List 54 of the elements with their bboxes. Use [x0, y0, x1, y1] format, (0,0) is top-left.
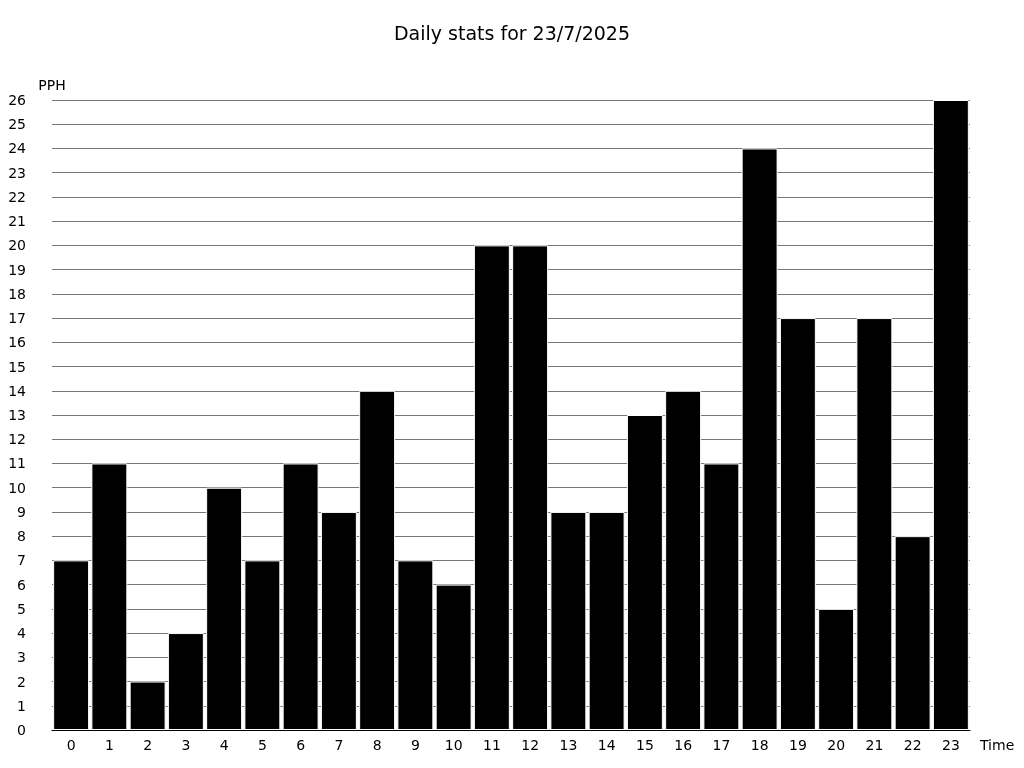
y-tick-label: 6: [17, 576, 27, 593]
y-tick-label: 25: [8, 116, 26, 133]
y-tick-label: 13: [8, 407, 26, 423]
y-tick-label: 12: [8, 431, 26, 448]
x-tick-label: 1: [104, 737, 114, 753]
x-tick-label: 2: [143, 737, 153, 753]
y-tick-label: 14: [8, 382, 27, 399]
y-axis-title: PPH: [38, 77, 66, 93]
y-tick-label: 21: [8, 213, 26, 230]
x-tick-label: 23: [941, 737, 960, 753]
x-tick-label: 17: [712, 737, 731, 753]
y-tick-label: 18: [8, 285, 26, 302]
x-tick-label: 18: [750, 737, 769, 753]
y-tick-label: 7: [17, 552, 26, 569]
x-axis-title: Time: [979, 737, 1015, 753]
x-tick-label: 13: [559, 737, 578, 753]
x-tick-label: 12: [521, 737, 540, 753]
x-tick-label: 16: [674, 737, 693, 753]
x-tick-label: 15: [635, 737, 654, 753]
y-tick-label: 10: [8, 479, 26, 496]
y-tick-label: 0: [17, 722, 26, 738]
x-tick-label: 5: [257, 737, 267, 753]
x-tick-label: 21: [865, 737, 884, 753]
y-tick-label: 9: [17, 503, 26, 520]
x-tick-label: 14: [597, 737, 616, 753]
x-tick-label: 6: [296, 737, 306, 753]
y-tick-label: 11: [8, 455, 26, 472]
x-tick-label: 0: [66, 737, 76, 753]
y-tick-label: 2: [17, 673, 26, 690]
y-tick-label: 1: [17, 697, 26, 714]
x-tick-label: 4: [219, 737, 229, 753]
x-tick-label: 8: [372, 737, 382, 753]
y-tick-label: 17: [8, 310, 26, 327]
x-tick-label: 22: [903, 737, 922, 753]
y-tick-label: 19: [8, 261, 26, 278]
y-tick-label: 26: [8, 92, 27, 108]
y-tick-label: 3: [17, 649, 26, 666]
x-tick-label: 7: [334, 737, 344, 753]
y-tick-label: 4: [17, 625, 27, 642]
y-tick-label: 16: [8, 334, 27, 351]
x-tick-label: 9: [410, 737, 420, 753]
y-tick-label: 8: [17, 528, 26, 545]
x-tick-label: 3: [181, 737, 191, 753]
y-tick-label: 20: [8, 237, 26, 254]
y-tick-label: 24: [8, 140, 27, 157]
x-tick-label: 20: [827, 737, 846, 753]
y-tick-label: 23: [8, 164, 26, 181]
y-tick-label: 22: [8, 188, 26, 205]
x-tick-label: 19: [788, 737, 807, 753]
chart-title: Daily stats for 23/7/2025: [393, 21, 631, 44]
y-tick-label: 5: [17, 600, 26, 617]
x-tick-label: 11: [482, 737, 501, 753]
x-tick-label: 10: [444, 737, 463, 753]
y-tick-label: 15: [8, 358, 26, 375]
